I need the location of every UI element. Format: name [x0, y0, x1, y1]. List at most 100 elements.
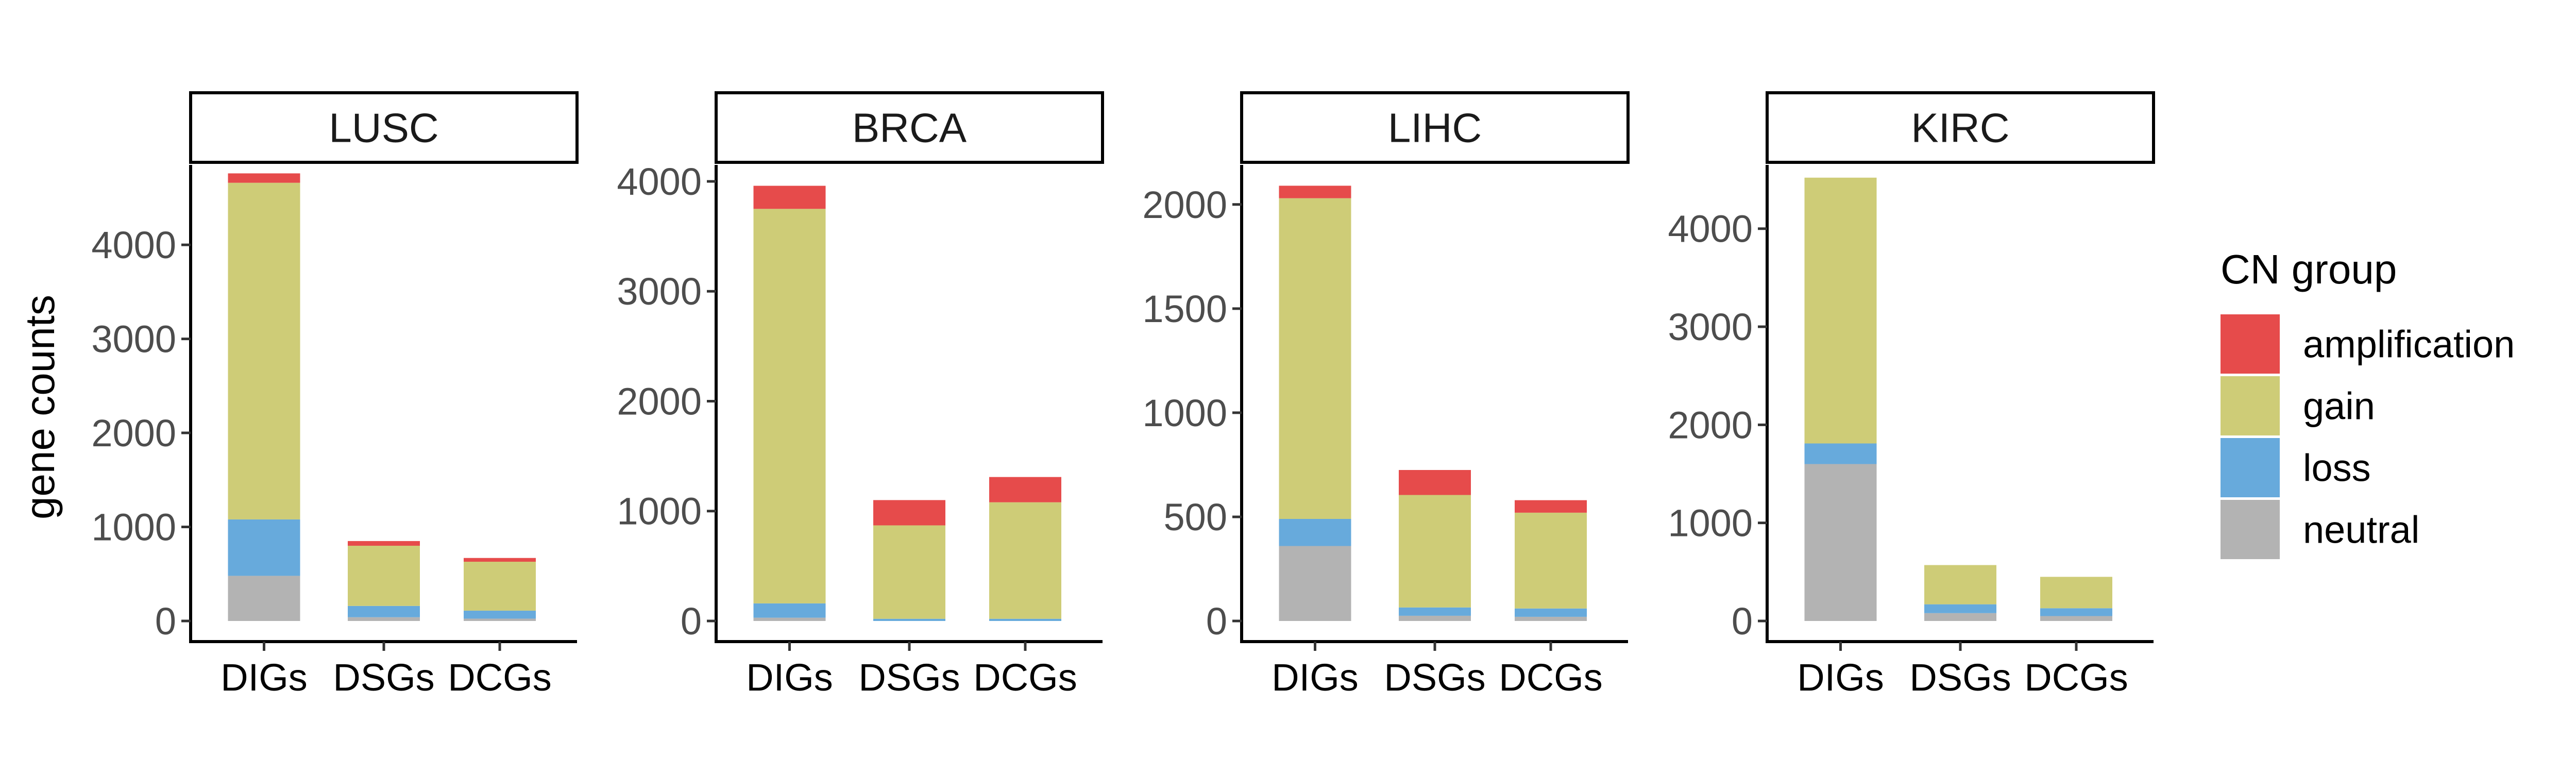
y-tick-label: 0: [1732, 600, 1753, 643]
bar-gain: [228, 182, 300, 519]
legend-key-loss: [2221, 438, 2280, 497]
legend-label-neutral: neutral: [2303, 509, 2419, 551]
x-tick-label: DCGs: [973, 656, 1077, 699]
y-tick-label: 0: [155, 600, 176, 643]
x-tick-label: DCGs: [1499, 656, 1602, 699]
y-tick-label: 500: [1164, 496, 1227, 539]
x-tick-label: DSGs: [1384, 656, 1485, 699]
bar-neutral: [228, 576, 300, 621]
bar-gain: [1399, 495, 1471, 608]
bar-loss: [464, 610, 536, 619]
bar-amplification: [464, 558, 536, 562]
y-tick-label: 2000: [1668, 404, 1753, 446]
legend-key-neutral: [2221, 500, 2280, 559]
panel-kirc: KIRC 0 1000 2000 3000 4000 DIGs DSGs DCGs: [1668, 91, 2155, 699]
bar-gain: [989, 502, 1061, 619]
bar-gain: [753, 209, 826, 603]
y-tick-label: 0: [1206, 600, 1227, 643]
y-tick-label: 1000: [1668, 502, 1753, 545]
bar-gain: [1279, 198, 1351, 519]
legend-key-amplification: [2221, 314, 2280, 374]
panel-lusc: LUSC 0 1000 2000 3000 4000 DIGs DSGs DCGs: [91, 91, 579, 699]
bar-amplification: [1399, 470, 1471, 495]
legend-label-gain: gain: [2303, 385, 2375, 428]
bar-loss: [989, 618, 1061, 621]
bar-loss: [348, 606, 420, 617]
bar-neutral: [1399, 615, 1471, 621]
legend-title: CN group: [2221, 246, 2397, 292]
bar-neutral: [348, 617, 420, 621]
panel-title: BRCA: [852, 105, 967, 151]
x-tick-label: DIGs: [746, 656, 833, 699]
bar-loss: [873, 618, 945, 621]
bar-amplification: [1515, 500, 1587, 513]
bar-gain: [873, 525, 945, 619]
bar-neutral: [1804, 464, 1877, 621]
y-tick-label: 4000: [91, 224, 176, 266]
y-tick-label: 1000: [1142, 392, 1227, 434]
bar-loss: [2040, 608, 2112, 616]
y-tick-label: 3000: [617, 270, 702, 313]
bar-gain: [1924, 565, 1996, 604]
bar-neutral: [2040, 616, 2112, 621]
bar-loss: [1399, 607, 1471, 616]
x-tick-label: DCGs: [2024, 656, 2128, 699]
bar-gain: [2040, 577, 2112, 609]
bar-gain: [464, 562, 536, 611]
y-tick-label: 4000: [617, 160, 702, 203]
y-tick-label: 1000: [617, 490, 702, 533]
bar-loss: [1515, 608, 1587, 617]
bar-neutral: [753, 617, 826, 621]
bar-amplification: [1279, 186, 1351, 198]
y-tick-label: 1500: [1142, 288, 1227, 330]
x-tick-label: DCGs: [448, 656, 551, 699]
x-tick-label: DIGs: [221, 656, 308, 699]
bar-neutral: [1515, 616, 1587, 621]
panels: LUSC 0 1000 2000 3000 4000 DIGs DSGs DCGs BRCA 0 10…: [91, 91, 2155, 699]
bar-amplification: [228, 173, 300, 183]
y-tick-label: 3000: [1668, 306, 1753, 348]
bar-neutral: [1924, 613, 1996, 621]
y-tick-label: 2000: [91, 412, 176, 455]
x-tick-label: DSGs: [858, 656, 960, 699]
bar-amplification: [753, 186, 826, 209]
panel-lihc: LIHC 0 500 1000 1500 2000 DIGs DSGs DCGs: [1142, 91, 1630, 699]
bar-loss: [1279, 518, 1351, 546]
x-tick-label: DIGs: [1797, 656, 1884, 699]
bar-loss: [753, 603, 826, 618]
panel-strip: [1766, 91, 2155, 164]
bar-loss: [228, 519, 300, 576]
panel-brca: BRCA 0 1000 2000 3000 4000 DIGs DSGs DCGs: [617, 91, 1104, 699]
bar-amplification: [989, 477, 1061, 502]
y-tick-label: 1000: [91, 506, 176, 549]
y-tick-label: 4000: [1668, 208, 1753, 250]
bar-amplification: [348, 541, 420, 546]
panel-strip: [715, 91, 1104, 164]
panel-title: LIHC: [1388, 105, 1482, 151]
bar-gain: [1515, 512, 1587, 609]
panel-strip: [1240, 91, 1630, 164]
bar-amplification: [873, 500, 945, 526]
panel-title: KIRC: [1911, 105, 2009, 151]
y-tick-label: 2000: [617, 380, 702, 423]
bar-loss: [1804, 443, 1877, 464]
bar-loss: [1924, 604, 1996, 613]
panel-strip: [189, 91, 579, 164]
panel-title: LUSC: [329, 105, 438, 151]
bar-neutral: [464, 618, 536, 621]
x-tick-label: DSGs: [1909, 656, 2011, 699]
bar-gain: [1804, 177, 1877, 444]
legend: CN group amplification gain loss neutral: [2221, 246, 2515, 559]
y-tick-label: 2000: [1142, 183, 1227, 226]
legend-key-gain: [2221, 376, 2280, 435]
x-tick-label: DIGs: [1272, 656, 1359, 699]
legend-label-amplification: amplification: [2303, 323, 2515, 366]
y-axis-title: gene counts: [17, 295, 63, 519]
y-tick-label: 0: [681, 600, 702, 643]
bar-gain: [348, 546, 420, 606]
bar-neutral: [1279, 546, 1351, 621]
y-tick-label: 3000: [91, 318, 176, 361]
legend-label-loss: loss: [2303, 447, 2371, 490]
x-tick-label: DSGs: [333, 656, 434, 699]
